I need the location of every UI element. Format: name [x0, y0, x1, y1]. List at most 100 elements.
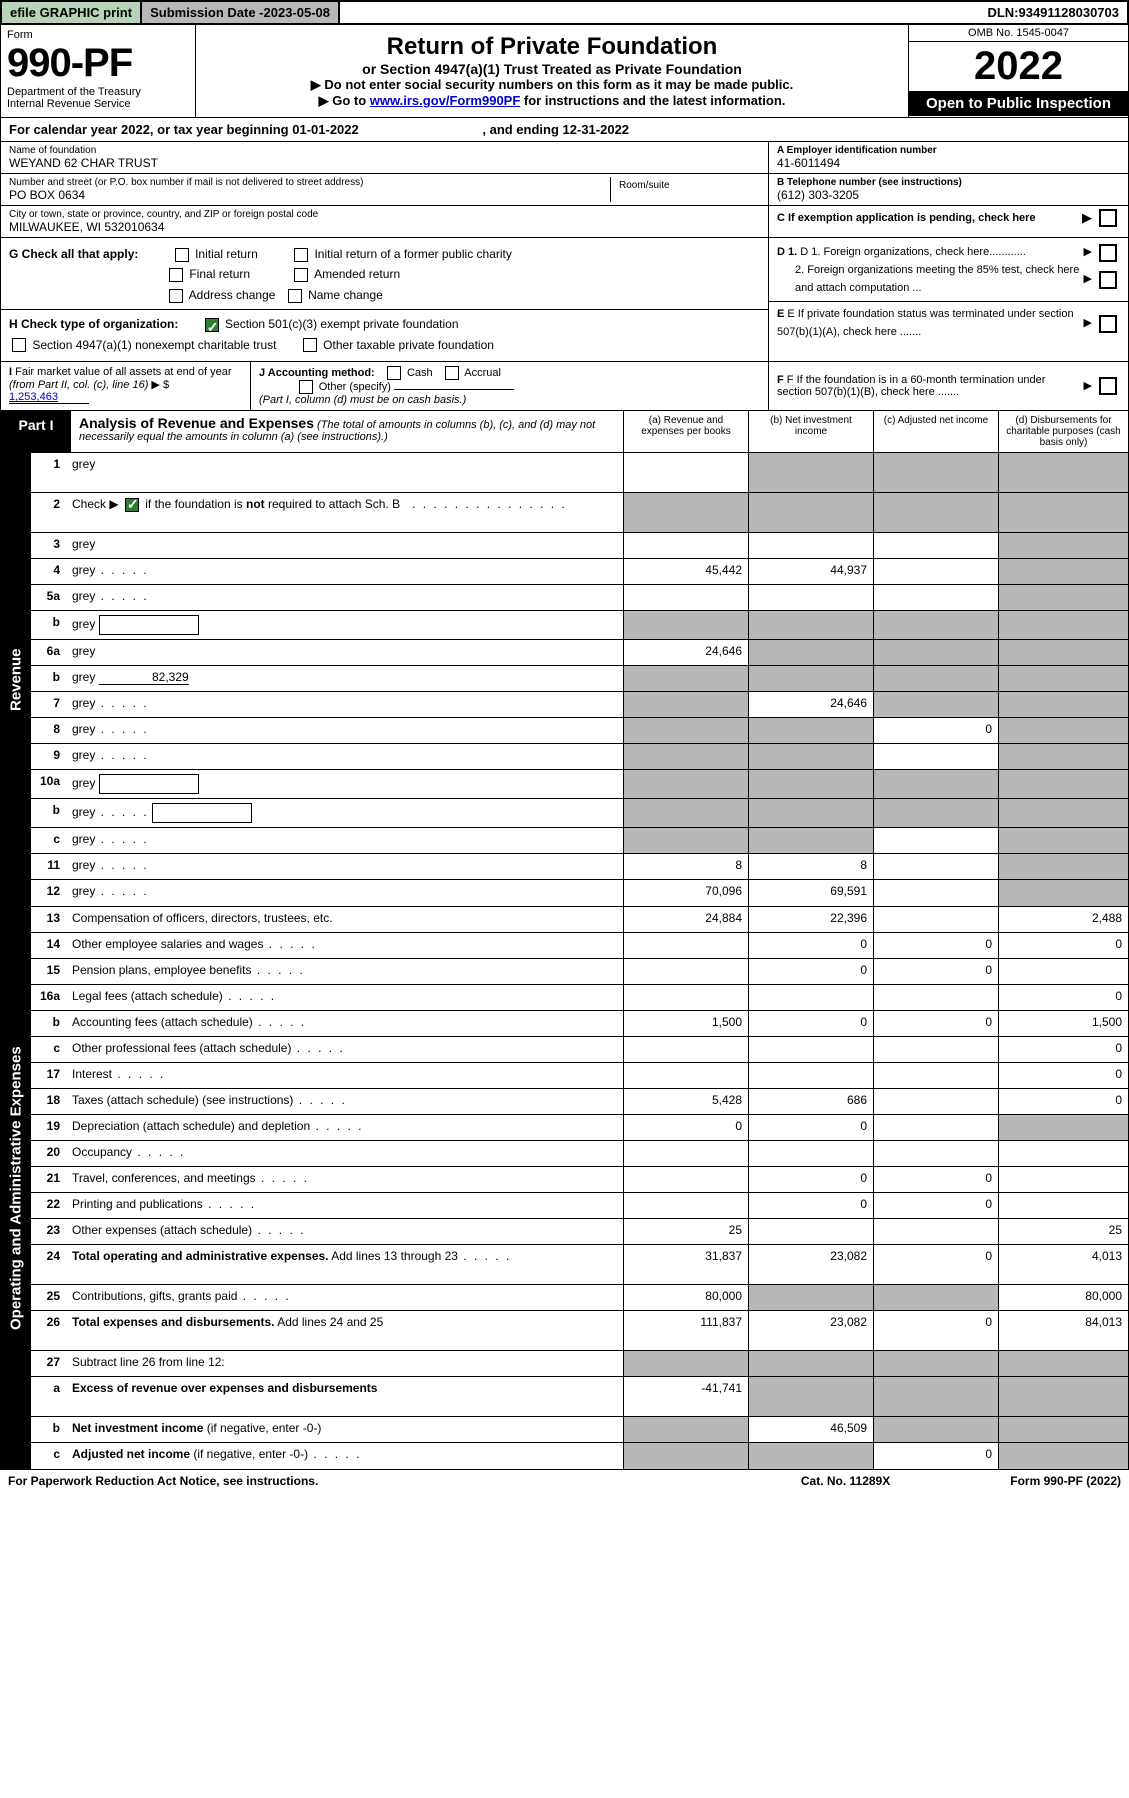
- h3-checkbox[interactable]: [303, 338, 317, 352]
- amount-cell: [748, 493, 873, 532]
- table-row: 15Pension plans, employee benefits00: [31, 959, 1128, 985]
- ein-label: A Employer identification number: [777, 145, 1120, 156]
- line-number: 7: [31, 692, 66, 717]
- calendar-year-row: For calendar year 2022, or tax year begi…: [0, 118, 1129, 142]
- amount-cell: [748, 1141, 873, 1166]
- table-row: 16aLegal fees (attach schedule)0: [31, 985, 1128, 1011]
- instructions-link[interactable]: www.irs.gov/Form990PF: [370, 93, 521, 108]
- amount-cell: 686: [748, 1089, 873, 1114]
- amount-cell: 5,428: [623, 1089, 748, 1114]
- amended-checkbox[interactable]: [294, 268, 308, 282]
- d2-checkbox[interactable]: [1099, 271, 1117, 289]
- line-number: 19: [31, 1115, 66, 1140]
- foundation-name: WEYAND 62 CHAR TRUST: [9, 156, 760, 170]
- schb-checkbox[interactable]: [125, 498, 139, 512]
- arrow-icon: ▶: [1084, 244, 1092, 262]
- amount-cell: [998, 1115, 1128, 1140]
- initial-former-checkbox[interactable]: [294, 248, 308, 262]
- accrual-label: Accrual: [464, 367, 501, 379]
- initial-checkbox[interactable]: [175, 248, 189, 262]
- i-value[interactable]: 1,253,463: [9, 391, 89, 404]
- amount-cell: 0: [998, 1089, 1128, 1114]
- table-row: 2Check ▶ if the foundation is not requir…: [31, 493, 1128, 533]
- amount-cell: [623, 666, 748, 691]
- table-row: 25Contributions, gifts, grants paid80,00…: [31, 1285, 1128, 1311]
- h1-checkbox[interactable]: [205, 318, 219, 332]
- other-checkbox[interactable]: [299, 380, 313, 394]
- amount-cell: [873, 770, 998, 798]
- calyear-prefix: For calendar year 2022, or tax year begi…: [9, 122, 292, 137]
- info-grid: Name of foundation WEYAND 62 CHAR TRUST …: [0, 142, 1129, 238]
- f-right: F F If the foundation is in a 60-month t…: [768, 362, 1128, 410]
- arrow-icon: ▶: [1082, 210, 1092, 226]
- d1-row: D 1. D 1. Foreign organizations, check h…: [777, 244, 1120, 262]
- amount-cell: 0: [873, 1311, 998, 1350]
- amount-cell: 44,937: [748, 559, 873, 584]
- cash-label: Cash: [407, 367, 433, 379]
- amount-cell: [873, 1417, 998, 1442]
- part1-desc: Analysis of Revenue and Expenses (The to…: [71, 411, 623, 452]
- amount-cell: [623, 692, 748, 717]
- amount-cell: [873, 533, 998, 558]
- h2-checkbox[interactable]: [12, 338, 26, 352]
- d1-checkbox[interactable]: [1099, 244, 1117, 262]
- amount-cell: [623, 453, 748, 492]
- f-checkbox[interactable]: [1099, 377, 1117, 395]
- part1-title: Analysis of Revenue and Expenses: [79, 415, 314, 431]
- amount-cell: [998, 959, 1128, 984]
- line-number: 9: [31, 744, 66, 769]
- ijf-row: I Fair market value of all assets at end…: [0, 362, 1129, 411]
- info-right: A Employer identification number 41-6011…: [768, 142, 1128, 237]
- table-row: 11grey88: [31, 854, 1128, 880]
- amount-cell: 0: [873, 933, 998, 958]
- amount-cell: [873, 828, 998, 853]
- omb-number: OMB No. 1545-0047: [909, 25, 1128, 42]
- amount-cell: [623, 1417, 748, 1442]
- table-row: 18Taxes (attach schedule) (see instructi…: [31, 1089, 1128, 1115]
- amount-cell: [623, 985, 748, 1010]
- addr-cell: Number and street (or P.O. box number if…: [9, 177, 610, 202]
- line-description: grey: [66, 854, 623, 879]
- cash-checkbox[interactable]: [387, 366, 401, 380]
- amount-cell: 0: [998, 1063, 1128, 1088]
- amount-cell: [873, 1089, 998, 1114]
- amount-cell: [873, 1037, 998, 1062]
- h3-label: Other taxable private foundation: [323, 338, 494, 352]
- header-right: OMB No. 1545-0047 2022 Open to Public In…: [908, 25, 1128, 117]
- amount-cell: [623, 1193, 748, 1218]
- line-description: grey: [66, 718, 623, 743]
- amount-cell: [998, 1141, 1128, 1166]
- ij-left: I Fair market value of all assets at end…: [1, 362, 768, 410]
- amended-label: Amended return: [314, 267, 400, 281]
- amount-cell: [873, 907, 998, 932]
- line-number: 17: [31, 1063, 66, 1088]
- addr-change-checkbox[interactable]: [169, 289, 183, 303]
- amount-cell: [873, 880, 998, 906]
- amount-cell: 0: [748, 1193, 873, 1218]
- line-number: 12: [31, 880, 66, 906]
- amount-cell: [873, 799, 998, 827]
- amount-cell: 2,488: [998, 907, 1128, 932]
- table-row: 10agrey: [31, 770, 1128, 799]
- amount-cell: [998, 559, 1128, 584]
- e-checkbox[interactable]: [1099, 315, 1117, 333]
- table-row: 7grey24,646: [31, 692, 1128, 718]
- amount-cell: [748, 585, 873, 610]
- table-row: 5agrey: [31, 585, 1128, 611]
- sub2b-post: for instructions and the latest informat…: [520, 93, 785, 108]
- amount-cell: [748, 611, 873, 639]
- table-row: 23Other expenses (attach schedule)2525: [31, 1219, 1128, 1245]
- accrual-checkbox[interactable]: [445, 366, 459, 380]
- line-description: Depreciation (attach schedule) and deple…: [66, 1115, 623, 1140]
- final-checkbox[interactable]: [169, 268, 183, 282]
- amount-cell: 0: [873, 1245, 998, 1284]
- table-row: bgrey: [31, 611, 1128, 640]
- c-checkbox[interactable]: [1099, 209, 1117, 227]
- table-row: cgrey: [31, 828, 1128, 854]
- line-number: 27: [31, 1351, 66, 1376]
- part1-header: Part I Analysis of Revenue and Expenses …: [0, 411, 1129, 453]
- form-title: Return of Private Foundation: [204, 33, 900, 61]
- table-row: 12grey70,09669,591: [31, 880, 1128, 906]
- name-change-checkbox[interactable]: [288, 289, 302, 303]
- phone-label: B Telephone number (see instructions): [777, 177, 1120, 188]
